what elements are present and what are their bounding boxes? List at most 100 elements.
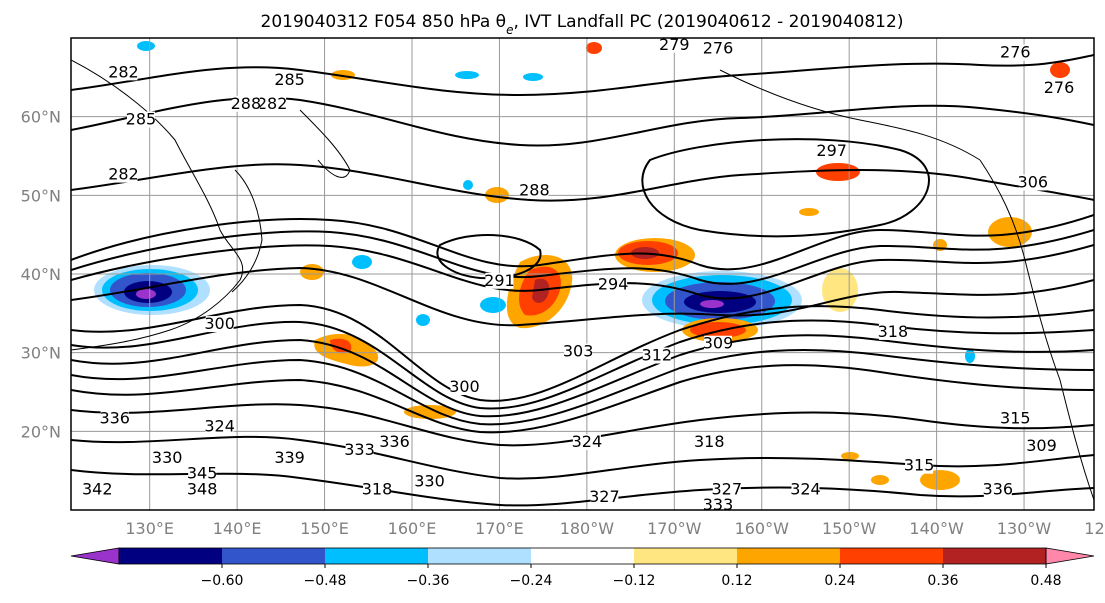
contour-line — [71, 229, 1094, 285]
contour-label-bg — [1018, 174, 1047, 191]
colorbar-ticks: −0.60 −0.48 −0.36 −0.24 −0.12 0.12 0.24 0.36 0.4… — [201, 564, 1062, 589]
contour-label-bg — [363, 481, 392, 498]
contour-label: 285 — [274, 70, 305, 89]
contour-label: 330 — [152, 448, 183, 467]
lon-tick-label: 170°W — [647, 519, 702, 538]
contour-line — [71, 364, 1094, 434]
coastline-alaska — [719, 69, 981, 161]
contour-label: 288 — [231, 94, 262, 113]
contour-label: 336 — [379, 432, 410, 451]
contour-label: 312 — [642, 346, 673, 365]
negative-anomaly-small — [463, 180, 473, 190]
contour-label: 297 — [816, 141, 847, 160]
contour-label: 315 — [1000, 408, 1031, 427]
contour-label-bg — [878, 323, 907, 340]
contour-label: 282 — [257, 94, 288, 113]
contour-label: 303 — [563, 342, 594, 361]
contour-label: 294 — [598, 275, 629, 294]
theta-e-contours — [71, 54, 1094, 507]
lon-tick-label: 160°E — [388, 519, 437, 538]
negative-anomaly-east-asia — [94, 265, 210, 315]
contour-label: 345 — [187, 464, 218, 483]
contour-line — [71, 303, 1094, 402]
positive-anomaly-small — [841, 452, 859, 460]
contour-label-bg — [1027, 438, 1056, 454]
lat-tick-label: 30°N — [21, 344, 61, 363]
positive-anomaly-small — [988, 217, 1032, 247]
colorbar-tick-label: 0.48 — [1030, 573, 1061, 589]
positive-anomaly-small — [586, 42, 602, 54]
contour-label-bg — [520, 182, 549, 199]
lat-tick-label: 40°N — [21, 265, 61, 284]
contour-label-bg — [1001, 44, 1030, 61]
negative-anomaly-small — [523, 73, 543, 81]
negative-anomaly-small — [137, 41, 155, 51]
contour-label: 336 — [99, 408, 130, 427]
contour-label-bg — [205, 418, 234, 435]
contour-label-bg — [205, 316, 234, 333]
colorbar-bin — [119, 548, 222, 564]
contour-line — [71, 334, 1094, 418]
positive-anomaly-small — [300, 264, 324, 280]
coastline-japan — [231, 169, 263, 293]
contour-label: 324 — [572, 432, 603, 451]
contour-label: 318 — [694, 432, 725, 451]
contour-label-bg — [642, 347, 671, 364]
contour-label: 327 — [589, 487, 620, 506]
contour-label-bg — [704, 335, 733, 352]
contour-label-bg — [712, 481, 741, 498]
contour-line — [436, 233, 542, 280]
contour-label: 276 — [703, 39, 734, 58]
colorbar-bin — [428, 548, 531, 564]
contour-label-bg — [660, 38, 689, 53]
contour-label-bg — [599, 276, 628, 293]
negative-anomaly-small — [352, 255, 372, 269]
contour-label-bg — [572, 434, 601, 451]
negative-anomaly-small — [480, 297, 506, 313]
contour-line — [641, 138, 930, 238]
lon-tick-label: 130°W — [997, 519, 1052, 538]
lon-tick-label: 150°W — [822, 519, 877, 538]
contour-label-bg — [704, 40, 733, 57]
contour-label-bg — [415, 473, 444, 490]
coastlines — [71, 59, 1094, 501]
colorbar-bin — [943, 548, 1046, 564]
contour-label-bg — [817, 143, 846, 159]
colorbar-bin — [222, 548, 325, 564]
lat-tick-label: 50°N — [21, 186, 61, 205]
contour-label-bg — [905, 457, 934, 474]
contour-label: 327 — [711, 479, 742, 498]
contour-label: 282 — [108, 165, 139, 184]
lon-tick-label: 120°W — [1084, 519, 1105, 538]
colorbar-bin — [634, 548, 737, 564]
positive-anomaly-small — [871, 475, 889, 485]
contour-label-bg — [983, 481, 1012, 498]
contour-label-bg — [485, 272, 514, 289]
contour-label-bg — [153, 449, 182, 466]
positive-anomaly-small — [799, 208, 819, 216]
contour-label-bg — [83, 481, 112, 498]
contour-label: 324 — [204, 416, 235, 435]
colorbar-tick-label: 0.12 — [721, 573, 752, 589]
contour-label: 276 — [1044, 78, 1075, 97]
contour-line — [71, 54, 1094, 97]
contour-line — [71, 266, 1094, 327]
contour-line — [71, 163, 1094, 202]
colorbar — [70, 547, 1095, 565]
contour-label-bg — [564, 343, 593, 360]
contour-label: 315 — [904, 456, 935, 475]
colorbar-tick-label: 0.36 — [927, 573, 958, 589]
contour-label: 306 — [1018, 172, 1049, 191]
contour-label: 282 — [108, 62, 139, 81]
colorbar-tick-label: −0.24 — [510, 573, 553, 589]
contour-label-bg — [704, 497, 733, 510]
colorbar-bin — [737, 548, 840, 564]
colorbar-frame — [118, 547, 1047, 565]
lon-tick-label: 160°W — [735, 519, 790, 538]
colorbar-extend-low — [70, 547, 120, 565]
contour-label-bg — [109, 64, 138, 81]
positive-anomaly-small — [404, 405, 456, 419]
